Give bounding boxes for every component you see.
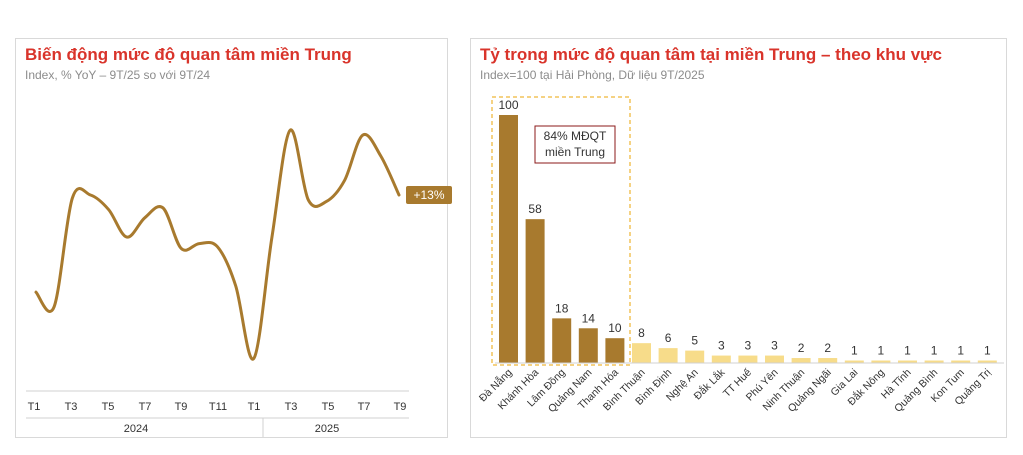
bar-value-label: 1	[851, 344, 858, 358]
bar	[871, 360, 891, 363]
bar-value-label: 1	[878, 344, 885, 358]
bar-value-label: 14	[582, 311, 596, 325]
bar	[898, 360, 917, 363]
bar	[685, 350, 705, 363]
bar-value-label: 8	[638, 326, 645, 340]
bar-value-label: 10	[608, 321, 622, 335]
bar	[791, 358, 811, 363]
bar	[738, 355, 758, 363]
bar	[844, 360, 864, 363]
bar-value-label: 6	[665, 331, 672, 345]
bar	[977, 360, 997, 363]
x-tick-label: T3	[65, 401, 78, 413]
bar-value-label: 1	[984, 344, 991, 358]
line-chart: +13% T1 T3 T5 T7 T9 T11 T1 T3 T5 T7 T9 2024 2025	[26, 128, 452, 437]
bar	[552, 318, 572, 363]
bar	[765, 355, 784, 363]
annotation-box	[534, 125, 616, 164]
bar	[711, 355, 731, 363]
end-value-label: +13%	[413, 188, 444, 202]
x-tick-label: T5	[102, 401, 115, 413]
x-tick-label: T9	[175, 401, 188, 413]
x-tick-label: T1	[248, 401, 261, 413]
right-chart-panel: Tỷ trọng mức độ quan tâm tại miền Trung …	[470, 38, 1007, 438]
bar-value-label: 1	[904, 344, 911, 358]
bar	[632, 343, 651, 363]
year-label: 2024	[124, 423, 148, 435]
x-tick-label: T5	[322, 401, 335, 413]
bar-value-label: 3	[718, 339, 725, 353]
x-tick-label: T1	[28, 401, 41, 413]
x-tick-label: T7	[358, 401, 371, 413]
bar-value-label: 3	[745, 339, 752, 353]
bar	[818, 358, 838, 363]
annotation-line-1: 84% MĐQT	[544, 129, 607, 143]
left-chart-title: Biến động mức độ quan tâm miền Trung	[25, 45, 352, 64]
annotation-line-2: miền Trung	[545, 145, 605, 159]
series-line	[34, 128, 401, 361]
right-chart-subtitle: Index=100 tại Hải Phòng, Dữ liệu 9T/2025	[480, 68, 705, 82]
right-chart-title: Tỷ trọng mức độ quan tâm tại miền Trung …	[480, 45, 942, 64]
bar	[951, 360, 971, 363]
bar-value-label: 3	[771, 339, 778, 353]
bar-value-label: 5	[691, 334, 698, 348]
bar	[605, 338, 625, 363]
bar	[578, 328, 598, 363]
bar-value-label: 58	[528, 202, 542, 216]
year-label: 2025	[315, 423, 339, 435]
bar-value-label: 100	[498, 98, 518, 112]
bar	[499, 115, 518, 363]
bar	[924, 360, 944, 363]
bar-value-label: 1	[931, 344, 938, 358]
bar-value-label: 1	[957, 344, 964, 358]
bar-value-label: 2	[824, 341, 831, 355]
bar-value-label: 18	[555, 301, 569, 315]
left-chart-subtitle: Index, % YoY – 9T/25 so với 9T/24	[25, 68, 211, 82]
end-value-badge	[406, 186, 452, 204]
left-chart-panel: Biến động mức độ quan tâm miền Trung Ind…	[15, 38, 452, 438]
bar	[525, 219, 545, 363]
bar-value-label: 2	[798, 341, 805, 355]
x-tick-label: T7	[139, 401, 152, 413]
x-tick-label: T11	[209, 401, 227, 413]
x-tick-label: T3	[285, 401, 298, 413]
bar	[658, 348, 678, 363]
x-tick-label: T9	[394, 401, 407, 413]
